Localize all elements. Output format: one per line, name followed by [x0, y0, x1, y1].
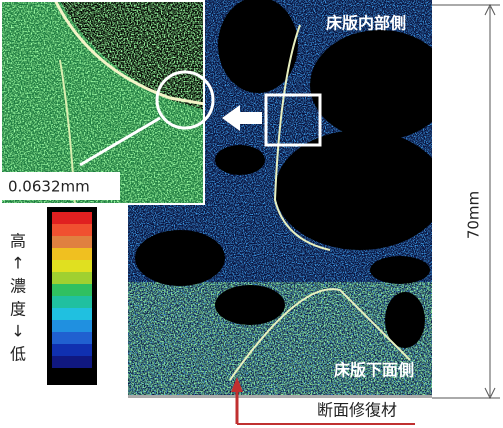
scale-label: 0.0632mm — [8, 178, 90, 196]
bottom-label: 床版下面側 — [334, 361, 414, 380]
legend-down: ↓ — [11, 322, 24, 341]
figure: 0.0632mm 床版内部側 床版下面側 高 ↑ 濃 度 ↓ 低 70mm — [0, 0, 503, 428]
legend-conc: 度 — [10, 300, 26, 319]
legend-high: 高 — [10, 232, 26, 251]
material-label: 断面修復材 — [317, 401, 397, 420]
top-label: 床版内部側 — [326, 14, 406, 33]
color-scale — [47, 207, 97, 385]
legend-up: ↑ — [11, 254, 24, 273]
dimension-label: 70mm — [465, 191, 483, 239]
legend-low: 低 — [10, 345, 26, 364]
legend-conc: 濃 — [10, 277, 26, 296]
